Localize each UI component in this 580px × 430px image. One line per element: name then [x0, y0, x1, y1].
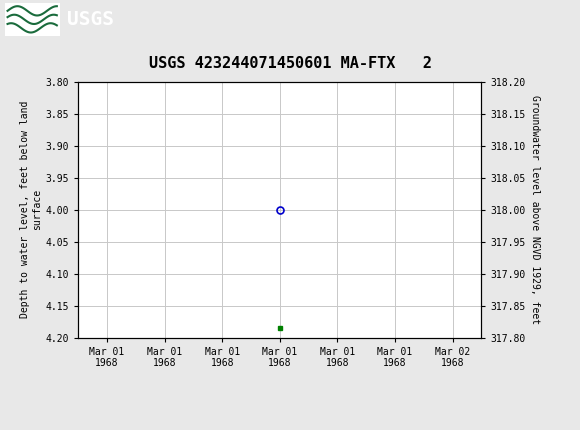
Y-axis label: Groundwater level above NGVD 1929, feet: Groundwater level above NGVD 1929, feet [530, 95, 540, 324]
Text: USGS 423244071450601 MA-FTX   2: USGS 423244071450601 MA-FTX 2 [148, 56, 432, 71]
Text: USGS: USGS [67, 10, 114, 29]
Y-axis label: Depth to water level, feet below land
surface: Depth to water level, feet below land su… [20, 101, 42, 318]
FancyBboxPatch shape [5, 3, 60, 36]
